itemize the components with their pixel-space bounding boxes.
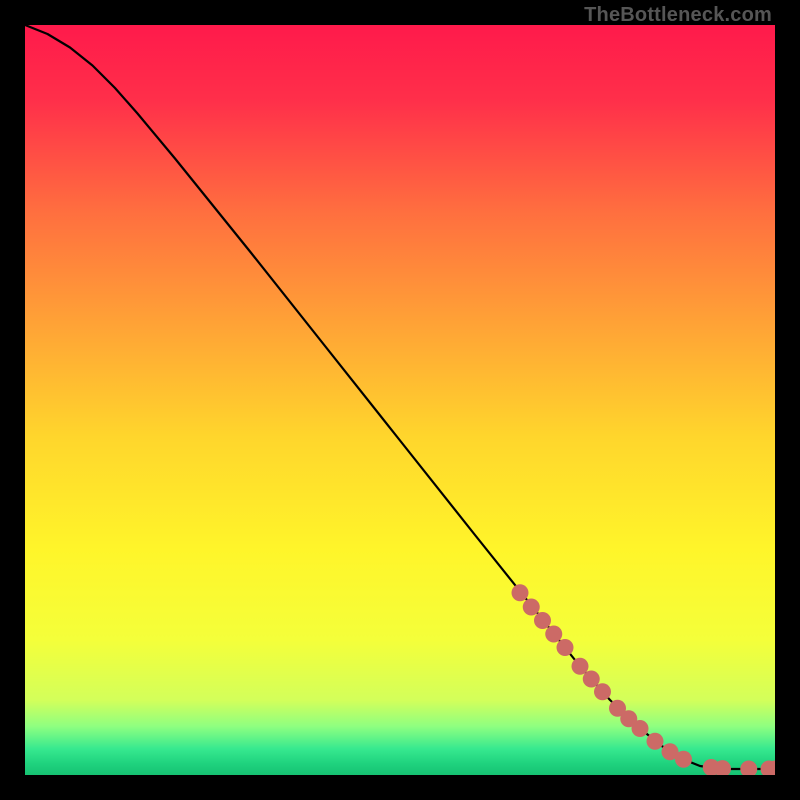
data-point [572, 658, 589, 675]
data-point [523, 599, 540, 616]
data-point [675, 751, 692, 768]
plot-area [25, 25, 775, 775]
data-point [594, 683, 611, 700]
attribution-text: TheBottleneck.com [584, 4, 772, 27]
gradient-background [25, 25, 775, 775]
data-point [534, 612, 551, 629]
data-point [512, 584, 529, 601]
data-point [557, 639, 574, 656]
data-point [583, 671, 600, 688]
chart-frame: TheBottleneck.com [0, 0, 800, 800]
data-point [632, 720, 649, 737]
chart-svg [25, 25, 775, 775]
data-point [545, 626, 562, 643]
data-point [647, 733, 664, 750]
